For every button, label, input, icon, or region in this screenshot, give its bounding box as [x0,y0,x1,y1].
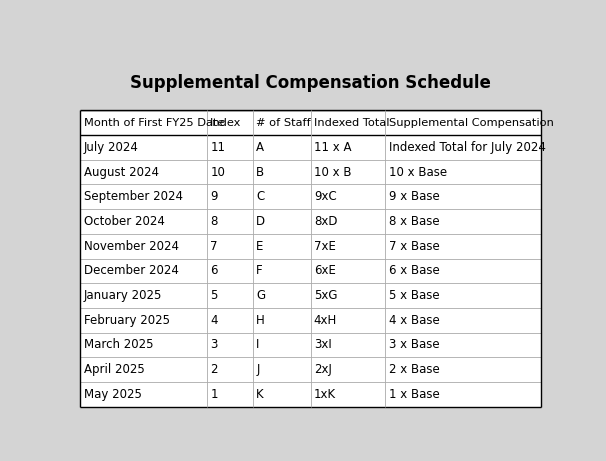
Text: 4: 4 [210,314,218,327]
Text: 1 x Base: 1 x Base [388,388,439,401]
Text: 3xI: 3xI [314,338,331,351]
Text: 10 x B: 10 x B [314,165,351,178]
Text: Month of First FY25 Date: Month of First FY25 Date [84,118,224,128]
Text: 1xK: 1xK [314,388,336,401]
Text: 7 x Base: 7 x Base [388,240,439,253]
Text: 6xE: 6xE [314,265,336,278]
Text: G: G [256,289,265,302]
Text: 4 x Base: 4 x Base [388,314,439,327]
Text: March 2025: March 2025 [84,338,153,351]
Text: I: I [256,338,260,351]
Text: 2xJ: 2xJ [314,363,331,376]
Text: Indexed Total for July 2024: Indexed Total for July 2024 [388,141,545,154]
Text: 7xE: 7xE [314,240,336,253]
Text: August 2024: August 2024 [84,165,159,178]
Text: 10: 10 [210,165,225,178]
Text: 4xH: 4xH [314,314,337,327]
Text: J: J [256,363,260,376]
Text: # of Staff: # of Staff [256,118,311,128]
Text: 2: 2 [210,363,218,376]
Text: October 2024: October 2024 [84,215,165,228]
Text: 11: 11 [210,141,225,154]
Text: A: A [256,141,264,154]
Text: D: D [256,215,265,228]
Text: 8: 8 [210,215,218,228]
Text: September 2024: September 2024 [84,190,183,203]
Text: December 2024: December 2024 [84,265,179,278]
Text: Supplemental Compensation: Supplemental Compensation [388,118,553,128]
Text: Supplemental Compensation Schedule: Supplemental Compensation Schedule [130,74,491,92]
Text: 2 x Base: 2 x Base [388,363,439,376]
Text: 6: 6 [210,265,218,278]
Text: 9xC: 9xC [314,190,336,203]
Text: 5 x Base: 5 x Base [388,289,439,302]
Text: 5: 5 [210,289,218,302]
Text: 10 x Base: 10 x Base [388,165,447,178]
Text: July 2024: July 2024 [84,141,139,154]
Text: April 2025: April 2025 [84,363,144,376]
Text: 7: 7 [210,240,218,253]
Text: Indexed Total: Indexed Total [314,118,390,128]
Bar [76,55,545,110]
Text: Index: Index [210,118,242,128]
Text: 5xG: 5xG [314,289,338,302]
Text: January 2025: January 2025 [84,289,162,302]
Text: 9: 9 [210,190,218,203]
Text: 8xD: 8xD [314,215,338,228]
Text: 3 x Base: 3 x Base [388,338,439,351]
Text: H: H [256,314,265,327]
Text: 1: 1 [210,388,218,401]
Text: 6 x Base: 6 x Base [388,265,439,278]
Text: 8 x Base: 8 x Base [388,215,439,228]
Text: November 2024: November 2024 [84,240,179,253]
Text: May 2025: May 2025 [84,388,142,401]
Text: 3: 3 [210,338,218,351]
Text: February 2025: February 2025 [84,314,170,327]
Bar [81,110,541,407]
Text: B: B [256,165,264,178]
Text: K: K [256,388,264,401]
Text: F: F [256,265,263,278]
Text: 9 x Base: 9 x Base [388,190,439,203]
Text: 11 x A: 11 x A [314,141,351,154]
Text: C: C [256,190,265,203]
Text: E: E [256,240,264,253]
